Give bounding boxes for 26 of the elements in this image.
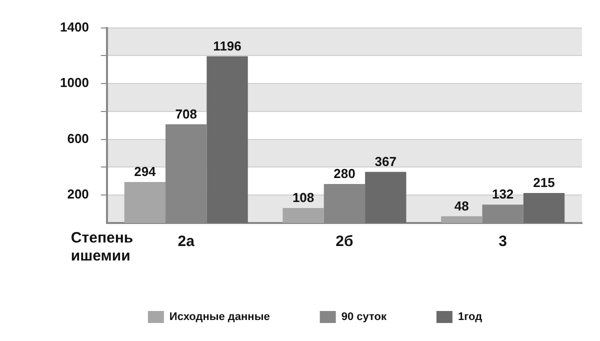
y-tick-label: 200 (67, 186, 89, 202)
y-tick-label: 600 (67, 130, 89, 146)
legend-label: 1год (458, 311, 482, 324)
x-tick-label: 3 (498, 233, 507, 250)
x-tick-label: 2а (178, 233, 196, 250)
legend-label: 90 суток (341, 311, 387, 324)
data-label: 294 (134, 164, 157, 180)
y-tick-label: 1400 (60, 19, 89, 34)
data-label: 48 (454, 198, 469, 214)
data-label: 108 (292, 190, 314, 206)
legend-label: Исходные данные (169, 311, 270, 324)
x-tick-label: 2б (336, 233, 354, 250)
bar (441, 216, 482, 223)
bar (523, 193, 565, 223)
y-tick-label: 1000 (60, 75, 89, 90)
data-label: 367 (374, 154, 396, 169)
data-label: 708 (175, 106, 197, 122)
bar (282, 208, 324, 223)
data-label: 215 (533, 175, 555, 190)
data-label: 280 (334, 166, 356, 182)
x-axis-title: Степень ишемии (70, 230, 134, 265)
data-label: 132 (492, 186, 514, 202)
data-label: 1196 (213, 38, 242, 54)
bar (365, 172, 406, 223)
bar (206, 56, 248, 223)
bar (124, 182, 166, 223)
